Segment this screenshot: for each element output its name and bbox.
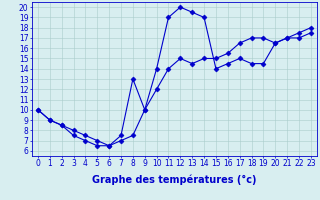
X-axis label: Graphe des températures (°c): Graphe des températures (°c) [92,174,257,185]
